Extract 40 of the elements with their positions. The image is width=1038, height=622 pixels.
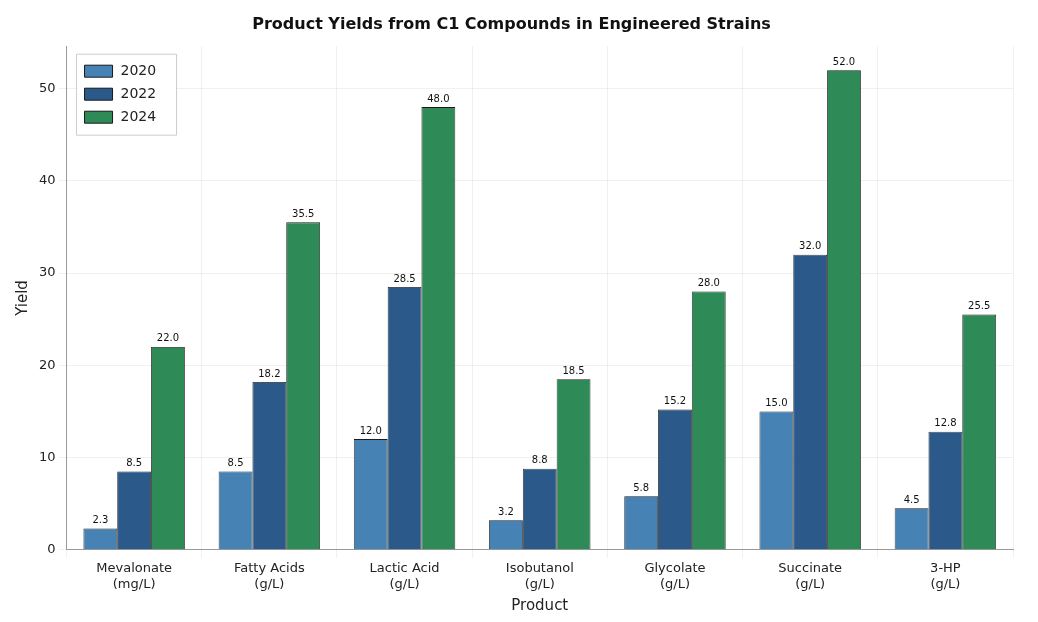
- data-label: 15.0: [765, 397, 788, 409]
- data-label: 25.5: [968, 300, 991, 312]
- y-tick-label: 40: [39, 172, 56, 188]
- data-label: 28.5: [393, 272, 416, 284]
- chart-title: Product Yields from C1 Compounds in Engineered Strains: [252, 13, 771, 33]
- x-tick-label: Glycolate (g/L): [644, 559, 706, 591]
- data-label: 8.5: [126, 456, 143, 468]
- data-label: 22.0: [156, 332, 180, 344]
- data-label: 4.5: [903, 493, 920, 505]
- x-tick-label: Succinate (g/L): [778, 559, 843, 591]
- y-axis-title: Yield: [12, 280, 31, 317]
- x-tick-label: Mevalonate (mg/L): [96, 559, 173, 591]
- data-label: 15.2: [663, 395, 687, 407]
- x-axis-title: Product: [511, 595, 569, 614]
- data-label: 8.5: [227, 456, 244, 468]
- data-label: 12.8: [934, 417, 957, 429]
- data-label: 52.0: [832, 55, 856, 67]
- data-label: 2.3: [92, 514, 109, 526]
- data-label: 28.0: [697, 277, 720, 289]
- data-label: 8.8: [531, 454, 548, 466]
- data-label: 32.0: [799, 240, 822, 252]
- data-label: 35.5: [292, 207, 315, 219]
- legend-label: 2020: [120, 61, 157, 78]
- data-label: 18.5: [562, 364, 585, 376]
- legend-label: 2022: [120, 84, 157, 101]
- data-label: 18.2: [258, 367, 281, 379]
- data-label: 5.8: [633, 481, 650, 493]
- y-tick-label: 10: [39, 448, 56, 464]
- x-tick-label: Lactic Acid (g/L): [369, 559, 440, 591]
- x-tick-label: 3-HP (g/L): [930, 559, 961, 591]
- y-tick-label: 20: [39, 356, 56, 372]
- legend-label: 2024: [120, 107, 157, 124]
- y-tick-label: 30: [39, 264, 56, 280]
- x-tick-label: Fatty Acids (g/L): [233, 559, 305, 591]
- data-label: 12.0: [359, 424, 382, 436]
- x-tick-label: Isobutanol (g/L): [505, 559, 574, 591]
- data-label: 48.0: [427, 92, 450, 104]
- data-label: 3.2: [498, 505, 514, 517]
- y-tick-label: 50: [39, 80, 56, 95]
- y-tick-label: 0: [47, 541, 56, 557]
